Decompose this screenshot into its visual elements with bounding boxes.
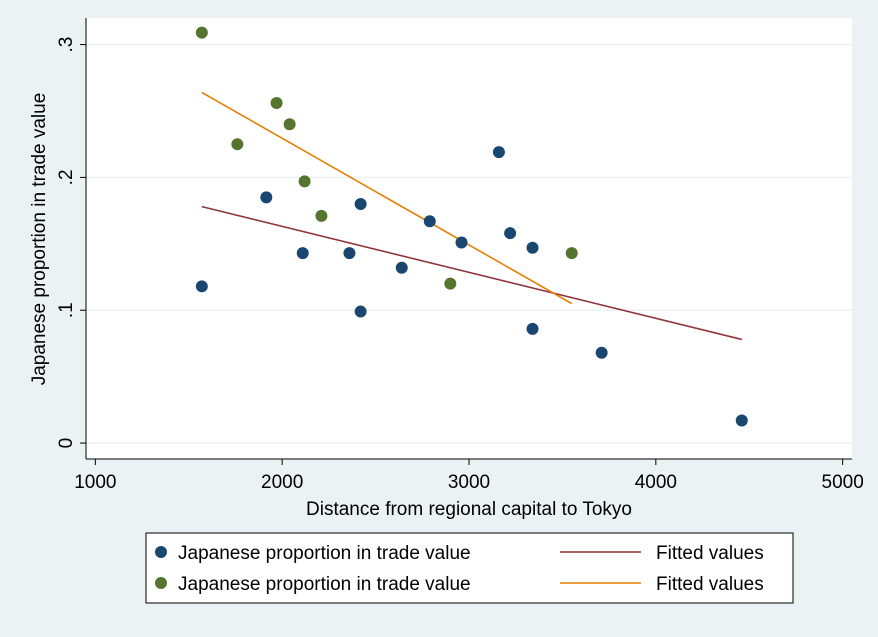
y-axis-title: Japanese proportion in trade value	[29, 93, 50, 386]
y-tick-label: .1	[56, 302, 77, 318]
grid-lines	[86, 43, 852, 444]
scatter-point	[195, 26, 208, 39]
scatter-point	[526, 241, 539, 254]
scatter-point	[395, 261, 408, 274]
scatter-point	[354, 305, 367, 318]
scatter-point	[298, 175, 311, 188]
y-tick-label: 0	[56, 438, 77, 449]
scatter-point	[492, 146, 505, 159]
axes: 0 .1 .2 .3 1000 2000 3000 4000 5000	[56, 18, 864, 493]
scatter-point	[231, 138, 244, 151]
scatter-point	[444, 277, 457, 290]
legend-label: Fitted values	[656, 574, 764, 595]
x-tick-label: 4000	[635, 472, 677, 493]
scatter-point	[260, 191, 273, 204]
fitted-line	[201, 91, 573, 305]
scatter-point	[455, 236, 468, 249]
scatter-point	[526, 322, 539, 335]
y-tick-label: .2	[56, 169, 77, 185]
legend-marker	[155, 577, 167, 589]
legend-box	[145, 532, 794, 604]
legend: Japanese proportion in trade value Japane…	[145, 532, 794, 604]
y-tick-label: .3	[56, 37, 77, 53]
fitted-line	[201, 205, 742, 341]
x-tick-label: 5000	[822, 472, 864, 493]
x-tick-label: 1000	[74, 472, 116, 493]
legend-label: Fitted values	[656, 543, 764, 564]
scatter-point	[270, 97, 283, 110]
scatter-point	[315, 209, 328, 222]
scatter-point	[595, 346, 608, 359]
scatter-point	[735, 414, 748, 427]
scatter-point	[423, 215, 436, 228]
plot-background	[86, 18, 852, 459]
x-tick-label: 2000	[261, 472, 303, 493]
x-tick-label: 3000	[448, 472, 490, 493]
scatter-point	[343, 247, 356, 260]
legend-marker	[155, 546, 167, 558]
scatter-point	[283, 118, 296, 131]
scatter-point	[296, 247, 309, 260]
legend-label: Japanese proportion in trade value	[178, 574, 471, 595]
x-axis-title: Distance from regional capital to Tokyo	[306, 499, 632, 520]
scatter-point	[195, 280, 208, 293]
scatter-point	[565, 247, 578, 260]
legend-label: Japanese proportion in trade value	[178, 543, 471, 564]
series	[195, 26, 748, 427]
scatter-point	[504, 227, 517, 240]
scatter-point	[354, 197, 367, 210]
